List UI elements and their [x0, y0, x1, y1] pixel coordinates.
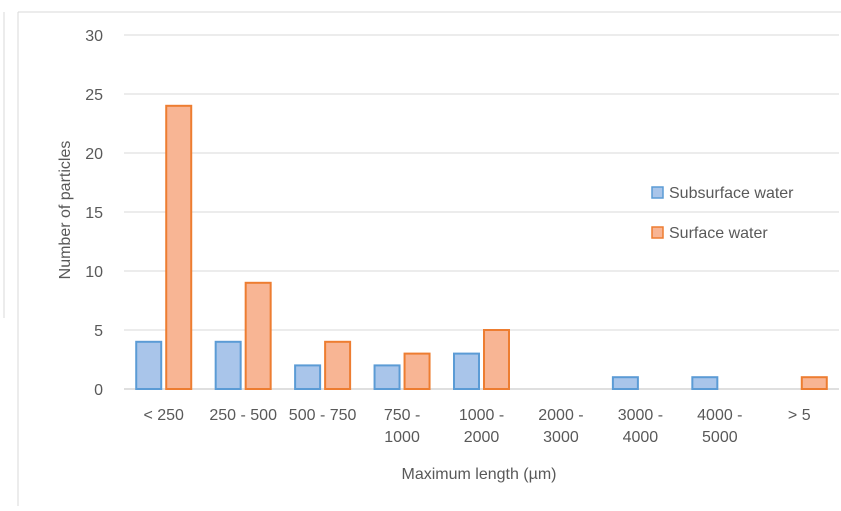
bar-surface [324, 340, 352, 390]
y-tick-label: 20 [85, 146, 103, 163]
bar-surface [483, 329, 510, 390]
bar-surface [244, 281, 272, 390]
bar-subsurface [373, 364, 401, 390]
x-tick-label-line: 3000 - [618, 407, 663, 424]
gridlines [124, 34, 839, 390]
y-tick-label: 30 [85, 28, 103, 45]
x-tick-label: 250 - 500 [209, 407, 277, 424]
x-axis-ticks: < 250 250 - 500 500 - 750 750 - 1000 1000 - 20… [143, 407, 810, 446]
x-tick-label-line: 4000 [623, 429, 659, 446]
x-tick-label-line: 4000 - [697, 407, 742, 424]
bar-surface [403, 352, 431, 391]
x-tick-label: 3000 - 4000 [618, 407, 663, 446]
x-tick-label-line: 2000 - [538, 407, 583, 424]
legend-swatch-surface [651, 226, 664, 239]
bar-subsurface [453, 352, 480, 391]
x-tick-label: 500 - 750 [289, 407, 357, 424]
x-tick-label-line: 2000 [464, 429, 500, 446]
bar-surface [800, 376, 828, 391]
bar-subsurface [294, 364, 322, 390]
x-tick-label: 4000 - 5000 [697, 407, 742, 446]
x-tick-label-line: 3000 [543, 429, 579, 446]
x-tick-label: 750 - 1000 [384, 407, 420, 446]
x-tick-label: > 5 [788, 407, 811, 424]
y-tick-label: 25 [85, 87, 103, 104]
x-axis-label: Maximum length (µm) [401, 466, 556, 483]
x-tick-label: < 250 [143, 407, 184, 424]
y-axis-label: Number of particles [57, 141, 74, 280]
x-tick-label: 1000 - 2000 [459, 407, 504, 446]
x-tick-label-line: < 250 [143, 407, 184, 424]
x-tick-label-line: 5000 [702, 429, 738, 446]
y-tick-label: 0 [94, 382, 103, 399]
bar-subsurface [611, 376, 639, 391]
x-tick-label-line: 250 - 500 [209, 407, 277, 424]
x-tick-label: 2000 - 3000 [538, 407, 583, 446]
bar-subsurface [691, 376, 719, 391]
legend-swatch-subsurface [651, 186, 664, 199]
x-tick-label-line: > 5 [788, 407, 811, 424]
legend-label-surface: Surface water [669, 225, 768, 242]
x-tick-label-line: 1000 - [459, 407, 504, 424]
y-tick-label: 15 [85, 205, 103, 222]
bar-surface [165, 104, 193, 391]
bar-subsurface [214, 340, 242, 390]
bar-subsurface [135, 340, 163, 390]
x-tick-label-line: 750 - [384, 407, 420, 424]
legend: Subsurface water Surface water [651, 185, 794, 242]
x-tick-label-line: 500 - 750 [289, 407, 357, 424]
x-tick-label-line: 1000 [384, 429, 420, 446]
y-axis-ticks: 0 5 10 15 20 25 30 [85, 28, 103, 399]
y-tick-label: 5 [94, 323, 103, 340]
y-tick-label: 10 [85, 264, 103, 281]
bars [135, 104, 828, 391]
legend-label-subsurface: Subsurface water [669, 185, 794, 202]
